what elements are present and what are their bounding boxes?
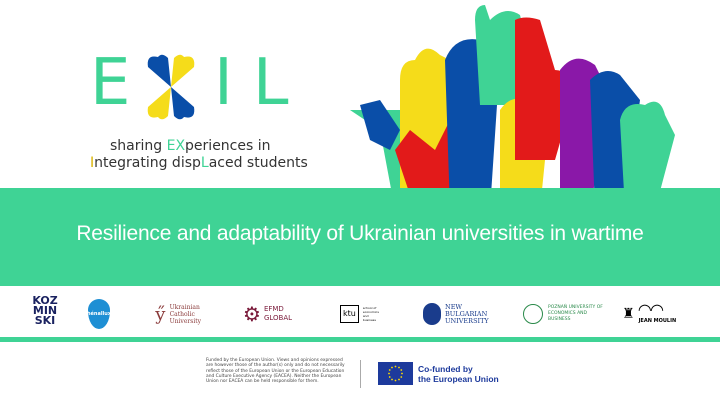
divider-line [0, 337, 720, 342]
eu-disclaimer: Funded by the European Union. Views and … [206, 358, 345, 385]
partner-logo-nbu: NEW BULGARIAN UNIVERSITY [423, 296, 493, 332]
eu-flag-icon [378, 362, 413, 385]
logo-letters-il: IL [214, 46, 309, 120]
partner-logo-poznan: POZNAŃ UNIVERSITY OF ECONOMICS AND BUSIN… [523, 296, 608, 332]
footer-divider [360, 360, 361, 388]
logo-letter-e: E [90, 46, 131, 120]
eu-cofunded-label: Co-funded by the European Union [418, 364, 499, 384]
raised-hands-illustration [350, 5, 675, 210]
partner-logo-henallux: hénallux [87, 296, 112, 332]
partner-logo-kozminski: KOZ MIN SKI [32, 294, 58, 327]
partner-logo-ktu: ktu school of economics and business [340, 296, 390, 332]
partner-logo-ucu: ӳ Ukrainian Catholic University [155, 303, 202, 325]
hand-blue-small [360, 100, 400, 150]
title-band [0, 188, 720, 286]
exil-logo: E IL [90, 46, 289, 125]
partner-logo-efmd: ⚙ EFMD GLOBAL [243, 301, 293, 326]
hand-green-right [620, 101, 675, 210]
clover-heart-icon [147, 54, 195, 120]
tagline-line1: sharing EXperiences in [110, 138, 271, 154]
tagline-line2: Integrating dispLaced students [90, 155, 308, 171]
partner-logo-lyon3: ♜ ◠◠ JEAN MOULIN [622, 299, 677, 324]
page-title: Resilience and adaptability of Ukrainian… [76, 222, 644, 245]
